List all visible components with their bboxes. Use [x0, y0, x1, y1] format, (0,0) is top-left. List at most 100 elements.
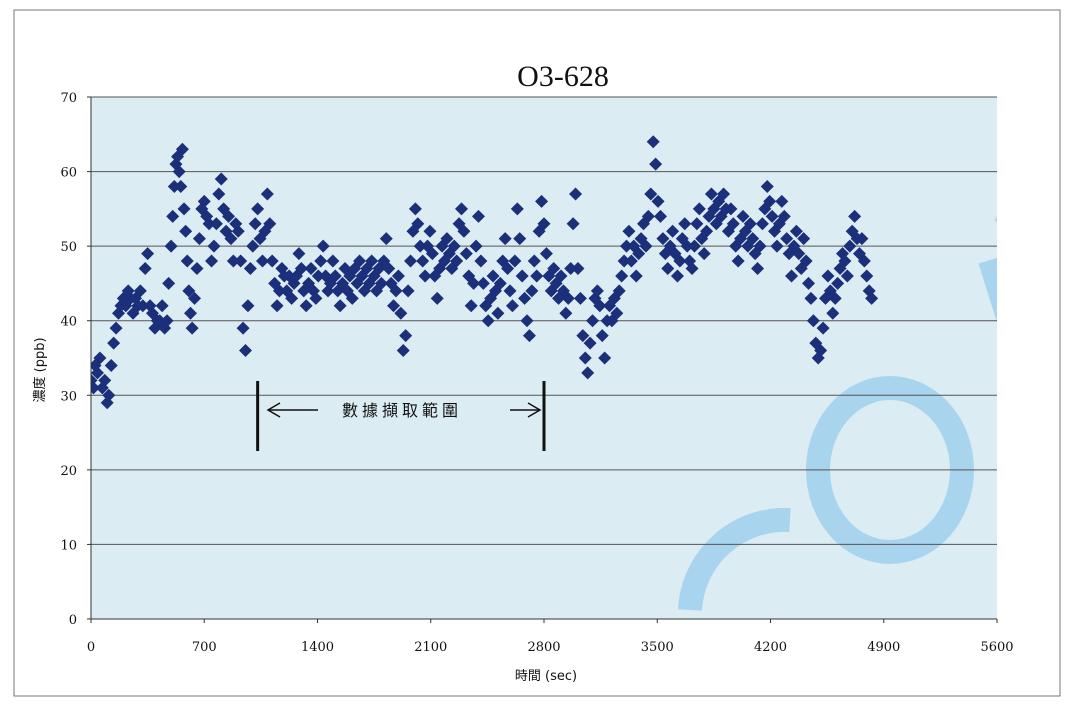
- data-point: [518, 291, 532, 305]
- data-point: [595, 329, 609, 343]
- data-point: [680, 239, 694, 253]
- data-point: [471, 209, 485, 223]
- y-tick-label: 70: [60, 91, 77, 106]
- data-point: [624, 254, 638, 268]
- data-point: [133, 284, 147, 298]
- data-point: [590, 284, 604, 298]
- data-point: [612, 284, 626, 298]
- data-point: [248, 217, 262, 231]
- data-point: [615, 269, 629, 283]
- data-point: [486, 269, 500, 283]
- data-point: [160, 314, 174, 328]
- data-point: [413, 239, 427, 253]
- data-point: [559, 306, 573, 320]
- data-point: [843, 239, 857, 253]
- data-point: [583, 336, 597, 350]
- data-point: [190, 262, 204, 276]
- data-point: [780, 232, 794, 246]
- data-point: [326, 254, 340, 268]
- data-point: [828, 291, 842, 305]
- data-point: [374, 276, 388, 290]
- data-point: [717, 187, 731, 201]
- data-point: [561, 291, 575, 305]
- data-point: [107, 336, 121, 350]
- data-point: [554, 269, 568, 283]
- data-point: [641, 209, 655, 223]
- data-point: [205, 254, 219, 268]
- x-tick-label: 4200: [754, 640, 787, 655]
- data-point: [93, 351, 107, 365]
- data-point: [382, 262, 396, 276]
- data-point: [389, 284, 403, 298]
- data-point: [569, 187, 583, 201]
- data-point: [806, 314, 820, 328]
- data-point: [387, 299, 401, 313]
- data-point: [236, 321, 250, 335]
- data-point: [670, 269, 684, 283]
- x-tick-label: 700: [192, 640, 217, 655]
- data-point: [865, 291, 879, 305]
- data-point: [185, 321, 199, 335]
- data-point: [464, 299, 478, 313]
- data-point: [760, 179, 774, 193]
- data-point: [610, 306, 624, 320]
- data-point: [285, 291, 299, 305]
- data-point: [515, 269, 529, 283]
- data-point: [777, 209, 791, 223]
- data-point: [840, 269, 854, 283]
- y-tick-label: 20: [60, 464, 77, 479]
- data-point: [804, 291, 818, 305]
- data-markers: [91, 135, 879, 410]
- data-point: [212, 187, 226, 201]
- data-point: [510, 202, 524, 216]
- data-point: [789, 224, 803, 238]
- x-tick-label: 3500: [641, 640, 674, 655]
- data-point: [91, 366, 104, 380]
- data-point: [166, 209, 180, 223]
- data-point: [743, 217, 757, 231]
- data-point: [505, 299, 519, 313]
- x-axis-label: 時間 (sec): [515, 669, 577, 684]
- data-point: [251, 202, 265, 216]
- data-point: [726, 217, 740, 231]
- data-point: [765, 209, 779, 223]
- data-point: [687, 239, 701, 253]
- data-point: [401, 284, 415, 298]
- data-point: [746, 232, 760, 246]
- data-point: [644, 187, 658, 201]
- data-point: [651, 194, 665, 208]
- data-point: [573, 291, 587, 305]
- data-point: [174, 179, 188, 193]
- data-point: [535, 194, 549, 208]
- data-point: [239, 344, 253, 358]
- data-point: [629, 269, 643, 283]
- data-point: [700, 224, 714, 238]
- data-point: [547, 262, 561, 276]
- data-point: [182, 284, 196, 298]
- data-point: [263, 217, 277, 231]
- data-point: [224, 232, 238, 246]
- data-point: [260, 187, 274, 201]
- data-point: [197, 194, 211, 208]
- x-tick-label: 4900: [867, 640, 900, 655]
- data-point: [775, 194, 789, 208]
- data-point: [736, 209, 750, 223]
- data-point: [763, 194, 777, 208]
- data-point: [102, 388, 116, 402]
- data-point: [799, 254, 813, 268]
- data-point: [457, 224, 471, 238]
- data-point: [527, 254, 541, 268]
- data-point: [661, 262, 675, 276]
- data-point: [91, 381, 100, 395]
- data-point: [234, 254, 248, 268]
- x-tick-labels: 0 700 1400 2100 2800 3500 4200 4900 5600: [87, 619, 1014, 655]
- data-point: [192, 232, 206, 246]
- x-tick-label: 5600: [980, 640, 1013, 655]
- data-point: [503, 284, 517, 298]
- data-point: [753, 239, 767, 253]
- data-point: [649, 157, 663, 171]
- data-point: [172, 165, 186, 179]
- x-tick-label: 2800: [527, 640, 560, 655]
